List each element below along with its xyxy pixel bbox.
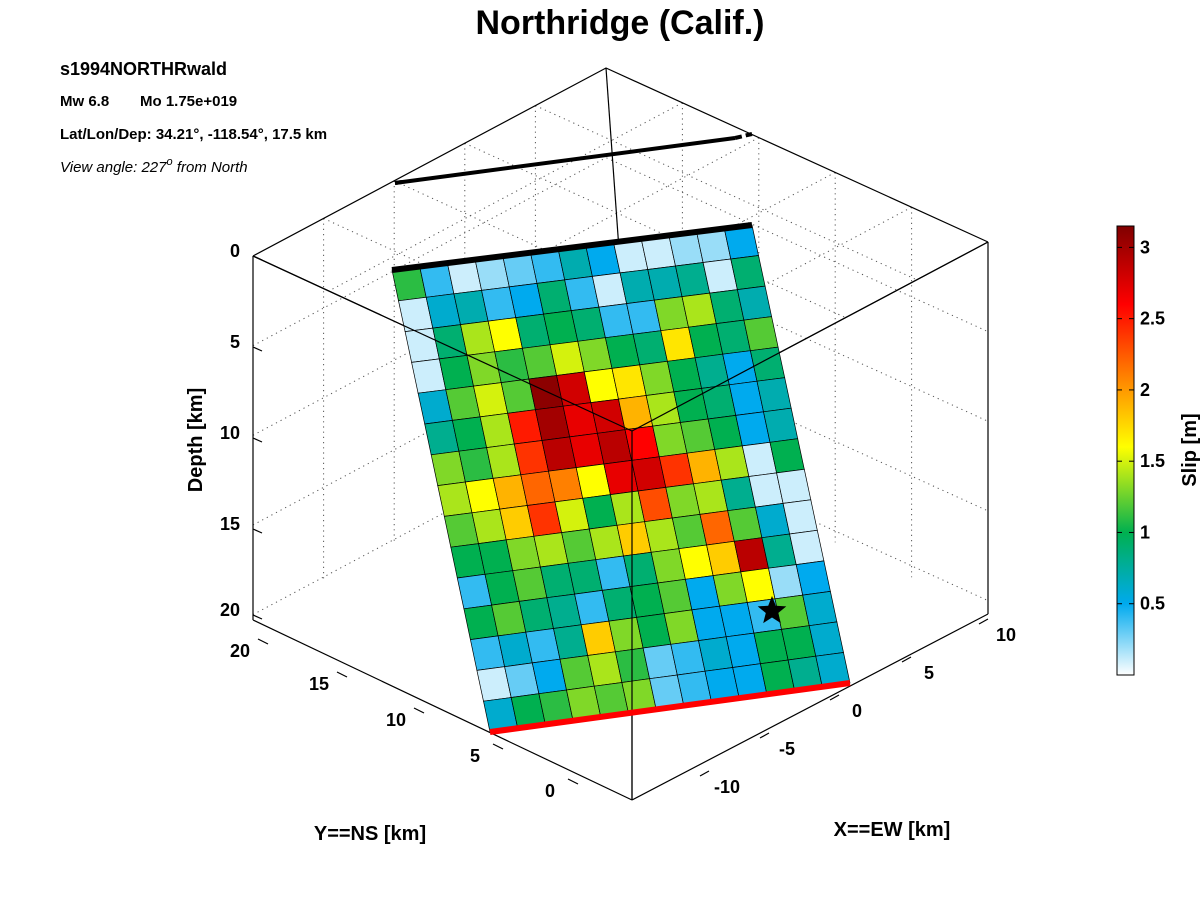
slip-cell xyxy=(769,438,805,474)
ew-tick-label: 0 xyxy=(852,701,862,721)
moment-label: Mo 1.75e+019 xyxy=(140,93,237,110)
chart-title: Northridge (Calif.) xyxy=(476,4,765,42)
colorbar-tick-label: 0.5 xyxy=(1140,594,1165,614)
fault-bottom-edge xyxy=(489,680,851,735)
slip-cell xyxy=(736,285,773,321)
ns-tick-label: 10 xyxy=(386,710,406,730)
depth-tick-label: 0 xyxy=(230,241,240,261)
fault-slip-cells xyxy=(391,224,851,733)
slip-cell xyxy=(776,468,812,504)
colorbar-ticks: 3 2.5 2 1.5 1 0.5 xyxy=(1117,237,1165,614)
colorbar xyxy=(1116,225,1135,676)
depth-tick-label: 20 xyxy=(220,600,240,620)
ns-tick-label: 0 xyxy=(545,781,555,801)
depth-tick-label: 10 xyxy=(220,423,240,443)
slip-cell xyxy=(795,560,831,596)
colorbar-tick-label: 1.5 xyxy=(1140,451,1165,471)
colorbar-tick-label: 3 xyxy=(1140,237,1150,257)
ns-axis-label: Y==NS [km] xyxy=(314,823,426,845)
slip-cell xyxy=(743,316,779,352)
depth-tick-label: 5 xyxy=(230,332,240,352)
view-angle-label: View angle: 227o from North xyxy=(60,156,248,176)
slip-cell xyxy=(763,407,799,443)
depth-axis: 0 5 10 15 20 xyxy=(220,241,263,620)
colorbar-label: Slip [m] xyxy=(1179,413,1200,486)
ns-tick-label: 5 xyxy=(470,746,480,766)
hypocenter-star-icon xyxy=(757,596,787,624)
depth-axis-label: Depth [km] xyxy=(185,388,207,492)
ew-axis: 10 5 0 -5 -10 xyxy=(699,618,1016,797)
slip-cell xyxy=(756,377,792,413)
front-box-edges xyxy=(252,241,989,800)
colorbar-tick-label: 2 xyxy=(1140,380,1150,400)
magnitude-label: Mw 6.8 xyxy=(60,93,109,110)
depth-tick-label: 15 xyxy=(220,514,240,534)
ew-axis-label: X==EW [km] xyxy=(834,819,951,841)
fault-top-edge xyxy=(391,222,753,273)
colorbar-tick-label: 1 xyxy=(1140,522,1150,542)
slip-cell xyxy=(789,529,825,565)
slip-cell xyxy=(802,591,838,627)
location-label: Lat/Lon/Dep: 34.21°, -118.54°, 17.5 km xyxy=(60,126,327,143)
slip-cell xyxy=(782,499,818,535)
slip-cell xyxy=(730,255,766,290)
ns-axis: 20 15 10 5 0 xyxy=(230,638,579,801)
ew-tick-label: 10 xyxy=(996,625,1016,645)
colorbar-tick-label: 2.5 xyxy=(1140,309,1165,329)
ew-tick-label: -10 xyxy=(714,777,740,797)
model-name: s1994NORTHRwald xyxy=(60,59,227,79)
ns-tick-label: 20 xyxy=(230,641,250,661)
ew-tick-label: -5 xyxy=(779,739,795,759)
fault-surface-projection xyxy=(394,132,753,185)
slip-cell xyxy=(808,621,844,657)
ns-tick-label: 15 xyxy=(309,674,329,694)
ew-tick-label: 5 xyxy=(924,663,934,683)
